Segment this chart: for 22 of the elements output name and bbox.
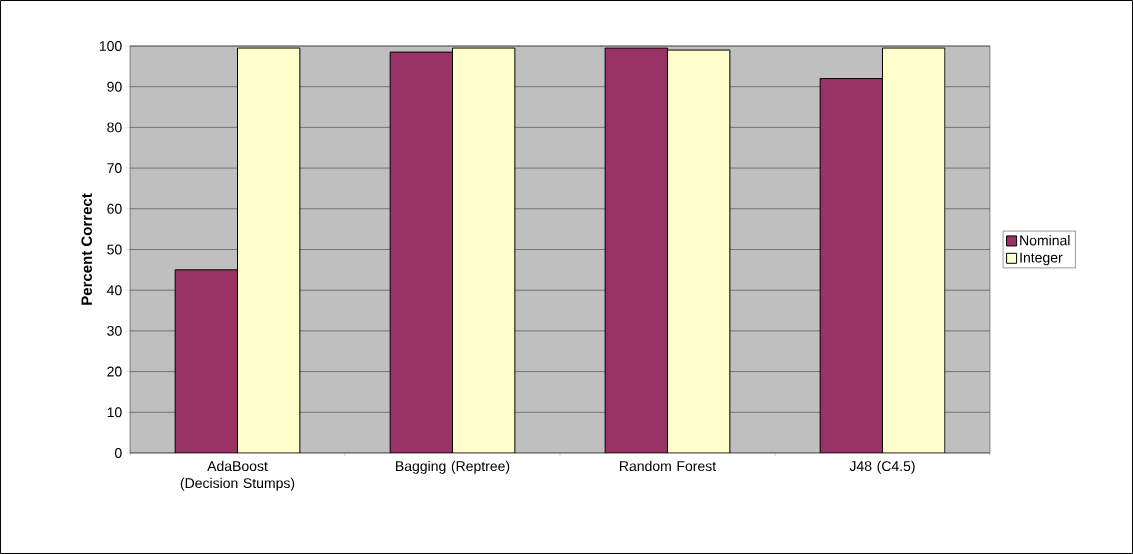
bar [819, 78, 883, 453]
y-tick-label: 0 [114, 448, 122, 458]
y-tick-label: 50 [107, 244, 122, 255]
y-tick-label: 10 [107, 407, 122, 418]
bar [389, 51, 453, 453]
y-tick-label: 80 [107, 122, 122, 133]
x-tick-label: AdaBoost (Decision Stumps) [180, 460, 295, 491]
x-tick-label: J48 (C4.5) [849, 460, 915, 474]
y-tick-label: 70 [107, 163, 122, 174]
legend-label: Integer [1020, 252, 1063, 266]
y-tick-label: 100 [99, 41, 122, 51]
legend-label: Nominal [1020, 235, 1070, 246]
y-tick-label: 60 [107, 203, 122, 214]
y-tick-label: 40 [106, 285, 122, 296]
x-tick-label: Bagging (Reptree) [396, 460, 510, 474]
bar [604, 47, 668, 453]
y-tick-label: 90 [107, 81, 122, 92]
x-tick-label: Random Forest [620, 460, 717, 472]
y-axis-title: Percent Correct [81, 193, 92, 305]
bar [174, 269, 239, 453]
y-tick-label: 30 [107, 325, 122, 336]
y-tick-label: 20 [107, 366, 122, 377]
